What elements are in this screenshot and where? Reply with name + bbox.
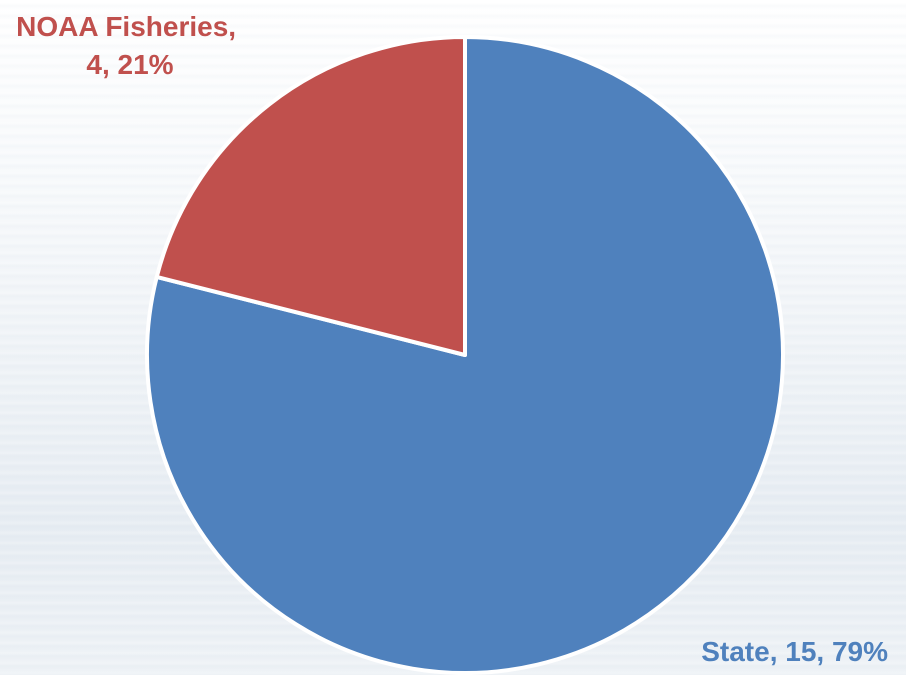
data-label-noaa-fisheries-line1: NOAA Fisheries, bbox=[16, 11, 236, 42]
pie-slice-noaa-fisheries bbox=[154, 35, 467, 357]
pie-slices bbox=[145, 35, 785, 675]
data-label-state: State, 15, 79% bbox=[701, 636, 888, 667]
data-label-noaa-fisheries-line2: 4, 21% bbox=[86, 49, 173, 80]
data-label-noaa-fisheries: NOAA Fisheries, 4, 21% bbox=[16, 11, 244, 80]
